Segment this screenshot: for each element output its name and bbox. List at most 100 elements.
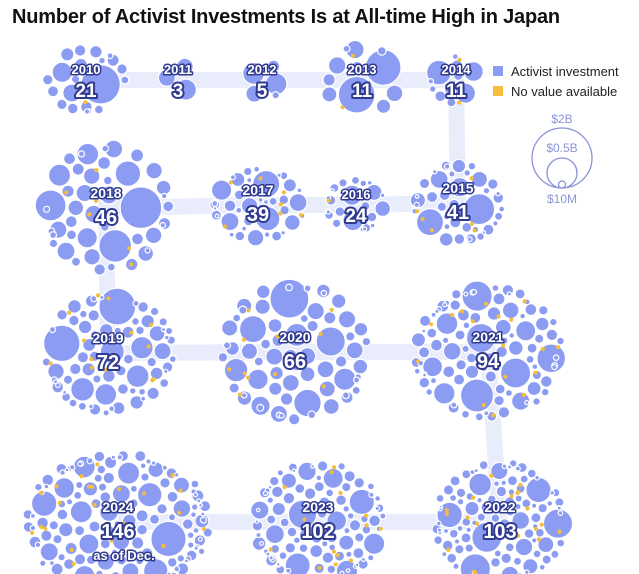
count-label-2018: 46 — [95, 207, 117, 229]
bubble-activist-investment — [354, 562, 360, 568]
bubble-activist-investment — [494, 211, 504, 221]
bubble-activist-investment — [429, 169, 449, 189]
bubble-activist-investment — [268, 555, 274, 561]
bubble-activist-investment — [73, 44, 87, 57]
bubble-activist-investment — [353, 376, 361, 384]
bubble-activist-investment — [106, 52, 114, 60]
bubble-no-value — [29, 530, 35, 535]
legend-label-no-value: No value available — [511, 83, 618, 99]
bubble-activist-investment — [88, 403, 94, 410]
bubble-activist-investment — [338, 178, 348, 188]
cluster-2022 — [431, 459, 574, 574]
bubble-activist-investment — [322, 73, 336, 87]
bubble-activist-investment — [99, 339, 125, 365]
bubble-activist-investment — [254, 519, 260, 524]
bubble-activist-investment — [259, 540, 265, 546]
bubble-activist-investment — [73, 553, 87, 566]
bubble-activist-investment — [352, 546, 365, 560]
bubble-activist-investment — [374, 505, 381, 512]
bubble-activist-investment — [455, 359, 467, 371]
count-label-2014: 11 — [446, 81, 467, 102]
bubble-activist-investment — [190, 479, 200, 489]
bubble-activist-investment — [422, 356, 444, 378]
bubble-activist-investment — [241, 225, 248, 232]
bubble-activist-investment — [102, 175, 113, 186]
bubble-activist-investment — [446, 552, 458, 564]
bubble-no-value — [483, 301, 488, 306]
bubble-activist-investment — [291, 468, 297, 474]
bubble-activist-investment — [85, 554, 97, 566]
bubble-no-value — [525, 506, 530, 511]
bubble-no-value — [414, 209, 420, 214]
bubble-activist-investment — [464, 364, 480, 380]
bubble-activist-investment — [429, 377, 438, 385]
bubble-activist-investment — [73, 490, 83, 500]
bubble-activist-investment — [158, 317, 168, 327]
bubble-activist-investment — [326, 510, 348, 532]
bubble-activist-investment — [430, 338, 444, 352]
bubble-activist-investment — [303, 284, 312, 293]
year-label-2024: 2024 — [102, 499, 133, 515]
bubble-activist-investment — [530, 502, 538, 509]
bubble-activist-investment — [99, 221, 110, 232]
bubble-activist-investment — [540, 387, 550, 397]
bubble-no-value — [95, 293, 101, 298]
bubble-activist-investment — [448, 170, 456, 178]
bubble-activist-investment — [351, 385, 361, 395]
bubble-activist-investment — [145, 458, 152, 465]
bubble-activist-investment — [556, 336, 565, 346]
bubble-activist-investment — [137, 301, 150, 313]
bubble-activist-investment — [118, 502, 130, 515]
bubble-activist-investment — [197, 536, 203, 542]
bubble-activist-investment — [269, 278, 310, 319]
bubble-activist-investment — [127, 527, 137, 538]
bubble-activist-investment — [306, 319, 319, 333]
bubble-activist-investment — [294, 483, 306, 495]
cluster-2011 — [157, 57, 197, 101]
bubble-activist-investment — [235, 206, 243, 214]
bubble-activist-investment — [266, 496, 275, 505]
bubble-activist-investment — [150, 460, 157, 466]
bubble-activist-investment — [243, 166, 253, 177]
bubble-activist-investment — [200, 511, 206, 517]
bubble-activist-investment — [461, 344, 470, 354]
bubble-no-value — [178, 488, 183, 493]
bubble-no-value — [533, 370, 538, 375]
bubble-activist-investment — [267, 484, 273, 490]
bubble-activist-investment — [507, 340, 524, 356]
bubble-activist-investment — [494, 318, 512, 336]
bubble-activist-investment — [39, 542, 59, 562]
bubble-activist-investment — [456, 524, 464, 532]
bubble-activist-investment — [29, 524, 37, 532]
note-label-2024: as of Dec. — [93, 548, 154, 563]
bubble-no-value — [472, 228, 477, 233]
bubble-activist-investment — [436, 501, 463, 529]
bubble-activist-investment — [254, 298, 271, 315]
bubble-activist-investment — [73, 57, 89, 73]
bubble-no-value — [518, 482, 523, 487]
bubble-activist-investment — [506, 291, 512, 297]
bubble-activist-investment — [493, 480, 500, 488]
bubble-activist-investment — [41, 73, 54, 86]
bubble-activist-investment — [220, 319, 239, 337]
bubble-activist-investment — [271, 91, 280, 100]
bubble-activist-investment — [222, 341, 232, 350]
bubble-no-value — [474, 521, 480, 526]
bubble-activist-investment — [374, 495, 382, 502]
cluster-2019 — [41, 287, 177, 417]
year-label-2021: 2021 — [472, 329, 503, 345]
bubble-activist-investment — [285, 567, 292, 574]
bubble-no-value — [298, 213, 304, 218]
year-label-2012: 2012 — [248, 62, 277, 77]
bubble-activist-investment — [443, 83, 456, 95]
bubble-activist-investment — [279, 517, 290, 528]
bubble-activist-investment — [159, 477, 171, 489]
bubble-activist-investment — [316, 360, 335, 379]
bubble-activist-investment — [537, 502, 548, 514]
bubble-activist-investment — [186, 541, 195, 549]
bubble-activist-investment — [366, 179, 373, 186]
bubble-activist-investment — [511, 391, 531, 411]
bubble-activist-investment — [442, 213, 451, 221]
legend-item-no-value: No value available — [493, 81, 619, 101]
bubble-activist-investment — [115, 365, 127, 377]
